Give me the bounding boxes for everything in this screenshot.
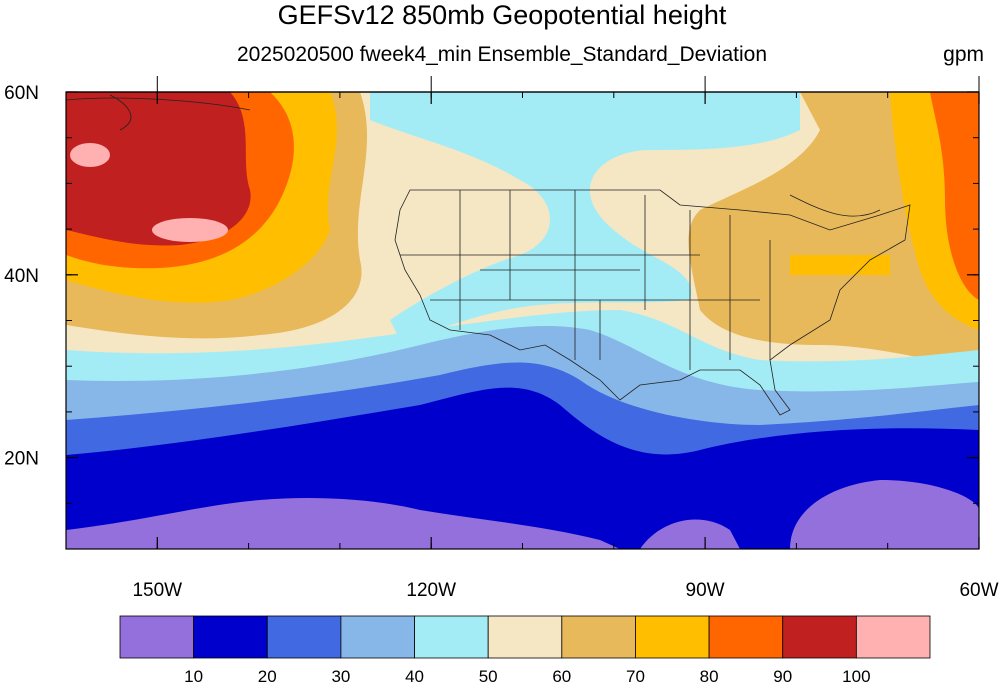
colorbar-swatch	[340, 615, 415, 659]
colorbar-swatch	[487, 615, 563, 659]
colorbar-swatch	[193, 615, 268, 659]
colorbar-label: 10	[184, 667, 203, 683]
colorbar-label: 20	[258, 667, 277, 683]
colorbar-label: 70	[626, 667, 645, 683]
colorbar-swatch	[782, 615, 857, 659]
units-label: gpm	[943, 43, 984, 66]
colorbar-swatch	[561, 615, 636, 659]
map-outlines	[66, 94, 911, 416]
colorbar-label: 30	[331, 667, 350, 683]
colorbar-label: 90	[773, 667, 792, 683]
lon-tick-label: 150W	[132, 580, 182, 601]
colorbar-swatch	[635, 615, 710, 659]
colorbar-label: 100	[842, 667, 870, 683]
contour-fill	[66, 92, 979, 549]
colorbar-swatch	[119, 615, 195, 659]
colorbar-swatch	[414, 615, 489, 659]
chart-title: GEFSv12 850mb Geopotential height	[277, 0, 727, 30]
colorbar-label: 80	[700, 667, 719, 683]
lat-tick-label: 20N	[4, 449, 39, 470]
lon-tick-label: 90W	[686, 580, 725, 601]
colorbar-swatch	[266, 615, 342, 659]
lon-tick-label: 120W	[406, 580, 456, 601]
lat-tick-label: 60N	[4, 83, 39, 104]
colorbar: 10 20 30 40 50 60 70 80 90 100	[119, 615, 931, 683]
colorbar-label: 50	[479, 667, 498, 683]
colorbar-swatch	[855, 615, 931, 659]
colorbar-label: 60	[552, 667, 571, 683]
axis-ticks: 60N 40N 20N 150W 120W 90W 60W	[4, 76, 999, 601]
chart-subtitle: 2025020500 fweek4_min Ensemble_Standard_…	[236, 43, 768, 66]
colorbar-label: 40	[405, 667, 424, 683]
lat-tick-label: 40N	[4, 266, 39, 287]
colorbar-swatch	[708, 615, 784, 659]
lon-tick-label: 60W	[959, 580, 998, 601]
